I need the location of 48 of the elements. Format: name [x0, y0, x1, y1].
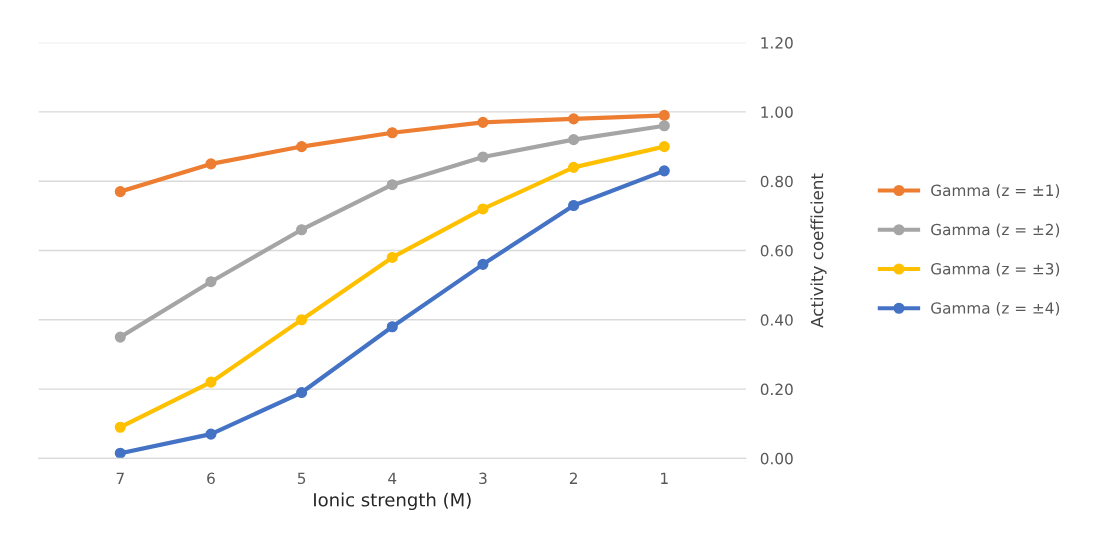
point: [658, 165, 670, 177]
x-tick-label: 4: [388, 472, 397, 484]
point: [296, 386, 308, 399]
x-axis-title: Ionic strength (M): [314, 492, 471, 511]
point: [386, 251, 398, 263]
y-tick-label: 0.80: [760, 175, 793, 188]
x-tick-label: 3: [479, 472, 487, 485]
point: [114, 331, 126, 343]
y-tick-label: 0.60: [760, 244, 793, 257]
x-tick-label: 5: [297, 472, 306, 485]
point: [568, 199, 580, 212]
point: [205, 158, 217, 170]
x-tick-label: 6: [207, 472, 215, 485]
point: [568, 113, 580, 125]
y-tick-label: 0.00: [760, 452, 793, 465]
point: [296, 314, 308, 326]
y-tick-label: 0.20: [760, 383, 793, 396]
point: [386, 127, 398, 139]
point: [477, 258, 489, 270]
legend-label: Gamma (z = ±1): [931, 184, 1060, 198]
y-tick-label: 1.00: [761, 106, 793, 118]
point: [658, 141, 670, 153]
legend-label: Gamma (z = ±4): [931, 301, 1060, 316]
point: [296, 224, 308, 236]
legend-label: Gamma (z = ±2): [931, 223, 1060, 238]
point: [568, 134, 580, 146]
point: [658, 120, 670, 132]
x-tick-label: 7: [116, 472, 124, 484]
point: [658, 109, 670, 121]
point: [477, 203, 489, 215]
point: [386, 321, 398, 333]
point: [114, 186, 126, 198]
point: [114, 447, 126, 459]
x-tick-label: 1: [661, 472, 668, 484]
point: [114, 421, 126, 433]
y-axis-title: Activity coefficient: [810, 173, 827, 328]
point: [568, 161, 580, 173]
point: [296, 141, 308, 153]
point: [205, 376, 217, 388]
legend-label: Gamma (z = ±3): [931, 262, 1060, 277]
x-tick-label: 2: [569, 472, 577, 484]
point: [477, 151, 489, 163]
point: [205, 428, 217, 440]
y-tick-label: 0.40: [760, 314, 793, 326]
point: [205, 276, 217, 288]
point: [477, 116, 489, 128]
y-tick-label: 1.20: [761, 37, 793, 49]
point: [386, 179, 398, 191]
